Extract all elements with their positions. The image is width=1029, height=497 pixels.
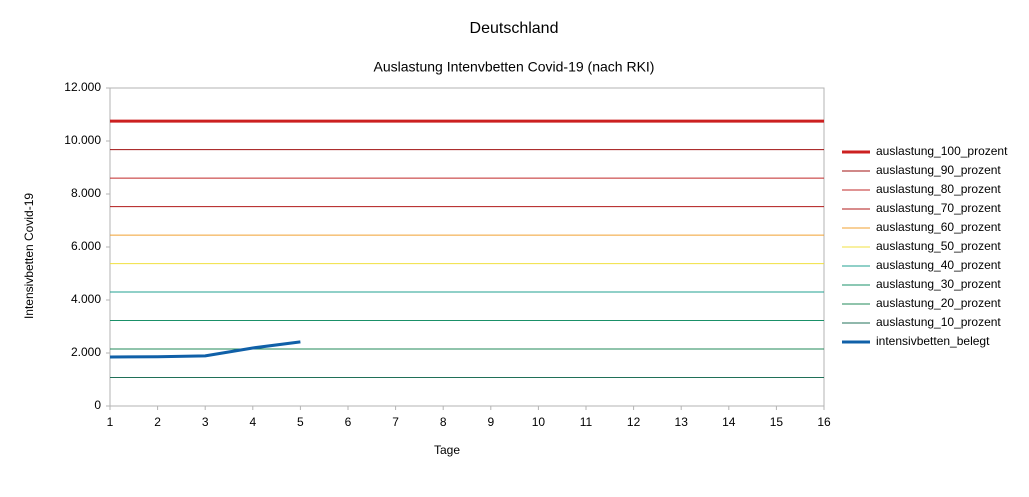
x-tick-label: 6 <box>345 415 352 429</box>
chart-title: Deutschland <box>470 20 559 37</box>
x-tick-label: 15 <box>770 415 784 429</box>
x-axis-label: Tage <box>434 443 460 457</box>
legend-label: auslastung_10_prozent <box>876 315 1001 329</box>
legend-label: intensivbetten_belegt <box>876 334 990 348</box>
y-tick-label: 0 <box>94 398 101 412</box>
y-axis-label: Intensivbetten Covid-19 <box>22 193 36 319</box>
x-tick-label: 9 <box>487 415 494 429</box>
x-tick-label: 12 <box>627 415 641 429</box>
y-tick-label: 10.000 <box>64 133 101 147</box>
x-tick-label: 8 <box>440 415 447 429</box>
y-tick-label: 2.000 <box>71 345 101 359</box>
legend-label: auslastung_20_prozent <box>876 296 1001 310</box>
x-tick-label: 10 <box>532 415 546 429</box>
y-tick-label: 4.000 <box>71 292 101 306</box>
x-tick-label: 11 <box>580 415 593 429</box>
legend-label: auslastung_70_prozent <box>876 201 1001 215</box>
x-tick-label: 3 <box>202 415 209 429</box>
x-tick-label: 7 <box>392 415 399 429</box>
legend-label: auslastung_100_prozent <box>876 144 1008 158</box>
chart-subtitle: Auslastung Intenvbetten Covid-19 (nach R… <box>374 59 655 75</box>
legend-label: auslastung_30_prozent <box>876 277 1001 291</box>
x-tick-label: 4 <box>249 415 256 429</box>
x-tick-label: 13 <box>675 415 689 429</box>
y-tick-label: 6.000 <box>71 239 101 253</box>
y-tick-label: 8.000 <box>71 186 101 200</box>
x-tick-label: 1 <box>107 415 114 429</box>
series-line <box>109 340 301 359</box>
legend-label: auslastung_50_prozent <box>876 239 1001 253</box>
x-tick-label: 2 <box>154 415 161 429</box>
legend-label: auslastung_90_prozent <box>876 163 1001 177</box>
x-tick-label: 5 <box>297 415 304 429</box>
legend-label: auslastung_60_prozent <box>876 220 1001 234</box>
x-tick-label: 16 <box>817 415 831 429</box>
x-tick-label: 14 <box>722 415 736 429</box>
legend-label: auslastung_40_prozent <box>876 258 1001 272</box>
legend-label: auslastung_80_prozent <box>876 182 1001 196</box>
y-tick-label: 12.000 <box>64 80 101 94</box>
